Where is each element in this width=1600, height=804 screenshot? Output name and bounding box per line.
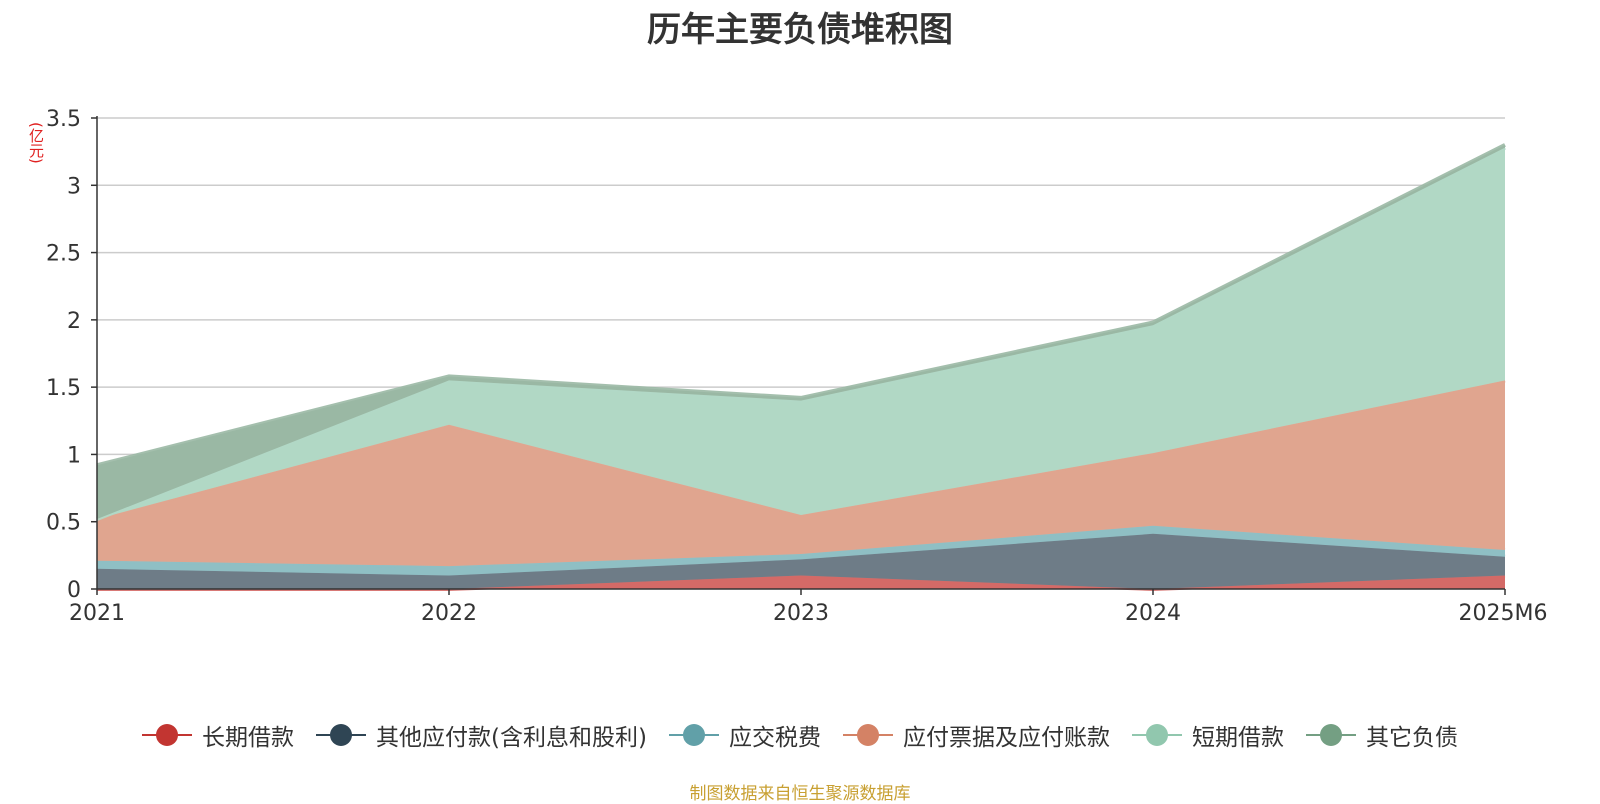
y-tick-label: 0 (67, 578, 81, 603)
legend-swatch-dot (156, 724, 179, 746)
axes: 0 0.5 1 1.5 2 2.5 3 3.5 2021 2022 2023 2024 2025M6 (46, 107, 1547, 626)
area-series-0 (97, 575, 1505, 589)
area-series-4 (97, 147, 1505, 519)
legend-swatch (142, 723, 193, 747)
legend-swatch-dot (330, 724, 353, 746)
legend-label: 长期借款 (202, 725, 295, 751)
legend-swatch-dot (682, 724, 705, 746)
legend-item[interactable]: 其他应付款(含利息和股利) (316, 718, 647, 752)
y-tick-label: 2.5 (46, 242, 81, 267)
legend-label: 应付票据及应付账款 (902, 725, 1110, 751)
legend-swatch-dot (856, 724, 879, 746)
area-series (96, 143, 1506, 592)
x-tick-label: 2021 (69, 601, 125, 626)
legend-label: 其他应付款(含利息和股利) (376, 725, 647, 751)
legend-item[interactable]: 长期借款 (142, 718, 294, 752)
chart-title: 历年主要负债堆积图 (647, 10, 953, 50)
x-tick-label: 2022 (421, 601, 477, 626)
legend-label: 短期借款 (1191, 725, 1284, 751)
legend-swatch (1131, 723, 1182, 747)
stacked-area-chart: 0 0.5 1 1.5 2 2.5 3 3.5 2021 2022 2023 2024 2025M6 (46, 107, 1547, 626)
legend-label: 应交税费 (728, 725, 821, 751)
y-tick-label: 1 (67, 443, 81, 468)
y-tick-label: 2 (67, 309, 81, 334)
legend-item[interactable]: 其它负债 (1305, 718, 1458, 752)
x-tick-label: 2024 (1125, 601, 1181, 626)
legend-swatch (316, 723, 367, 747)
series-line-5 (96, 143, 1506, 468)
data-source-note: 制图数据来自恒生聚源数据库 (689, 784, 911, 804)
x-tick-label: 2025M6 (1459, 601, 1548, 626)
legend-swatch (1305, 723, 1356, 747)
legend-item[interactable]: 应付票据及应付账款 (842, 718, 1110, 752)
legend-swatch-dot (1145, 724, 1168, 746)
y-tick-label: 1.5 (46, 376, 81, 401)
area-series-2 (97, 525, 1505, 576)
legend-swatch (668, 723, 719, 747)
legend-item[interactable]: 应交税费 (668, 718, 821, 752)
y-tick-label: 3.5 (46, 107, 81, 132)
x-tick-label: 2023 (773, 601, 829, 626)
legend-swatch-dot (1319, 724, 1342, 746)
y-axis-unit: (亿元) (27, 122, 45, 164)
y-tick-label: 3 (67, 174, 81, 199)
legend: 长期借款 其他应付款(含利息和股利) 应交税费 应付票据及应付账款 短期借款 其它负债 (0, 718, 1600, 752)
legend-label: 其它负债 (1365, 725, 1458, 751)
y-tick-label: 0.5 (46, 511, 81, 536)
legend-swatch (842, 723, 893, 747)
legend-item[interactable]: 短期借款 (1131, 718, 1284, 752)
